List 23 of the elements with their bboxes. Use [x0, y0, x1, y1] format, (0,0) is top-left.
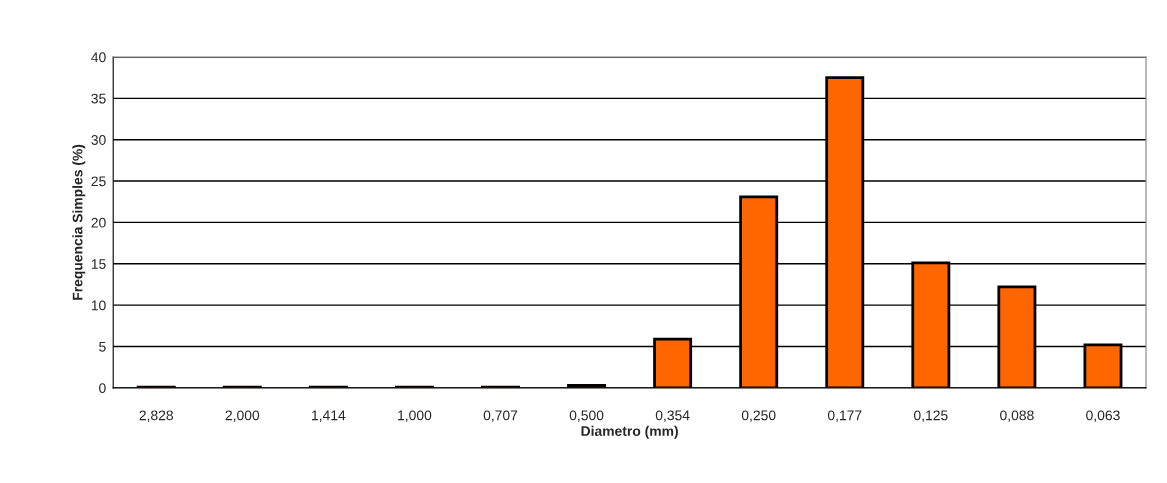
- x-tick-label: 0,707: [483, 410, 518, 422]
- y-tick-label: 40: [91, 52, 106, 63]
- x-axis-title: Diametro (mm): [581, 425, 678, 439]
- y-tick-label: 20: [91, 217, 106, 228]
- x-tick-label: 0,500: [569, 410, 604, 422]
- x-tick-label: 0,354: [655, 410, 690, 422]
- x-tick-label: 0,088: [1000, 410, 1034, 422]
- x-tick-label: 0,063: [1086, 410, 1120, 422]
- x-tick-label: 2,828: [139, 410, 174, 422]
- y-tick-label: 10: [91, 300, 106, 311]
- x-tick-label: 0,125: [913, 410, 948, 422]
- y-tick-label: 5: [99, 341, 106, 352]
- y-tick-label: 30: [91, 135, 106, 145]
- x-tick-label: 1,000: [398, 410, 432, 422]
- y-tick-label: 0: [99, 383, 106, 394]
- y-tick-label: 25: [91, 176, 106, 187]
- x-tick-label: 0,177: [827, 410, 862, 422]
- x-tick-label: 0,250: [741, 410, 776, 422]
- y-tick-label: 15: [91, 259, 106, 269]
- y-axis-title: Frequencia Simples (%): [72, 144, 86, 300]
- y-tick-label: 35: [91, 93, 106, 104]
- x-tick-label: 2,000: [225, 410, 260, 422]
- x-tick-label: 1,414: [312, 410, 346, 422]
